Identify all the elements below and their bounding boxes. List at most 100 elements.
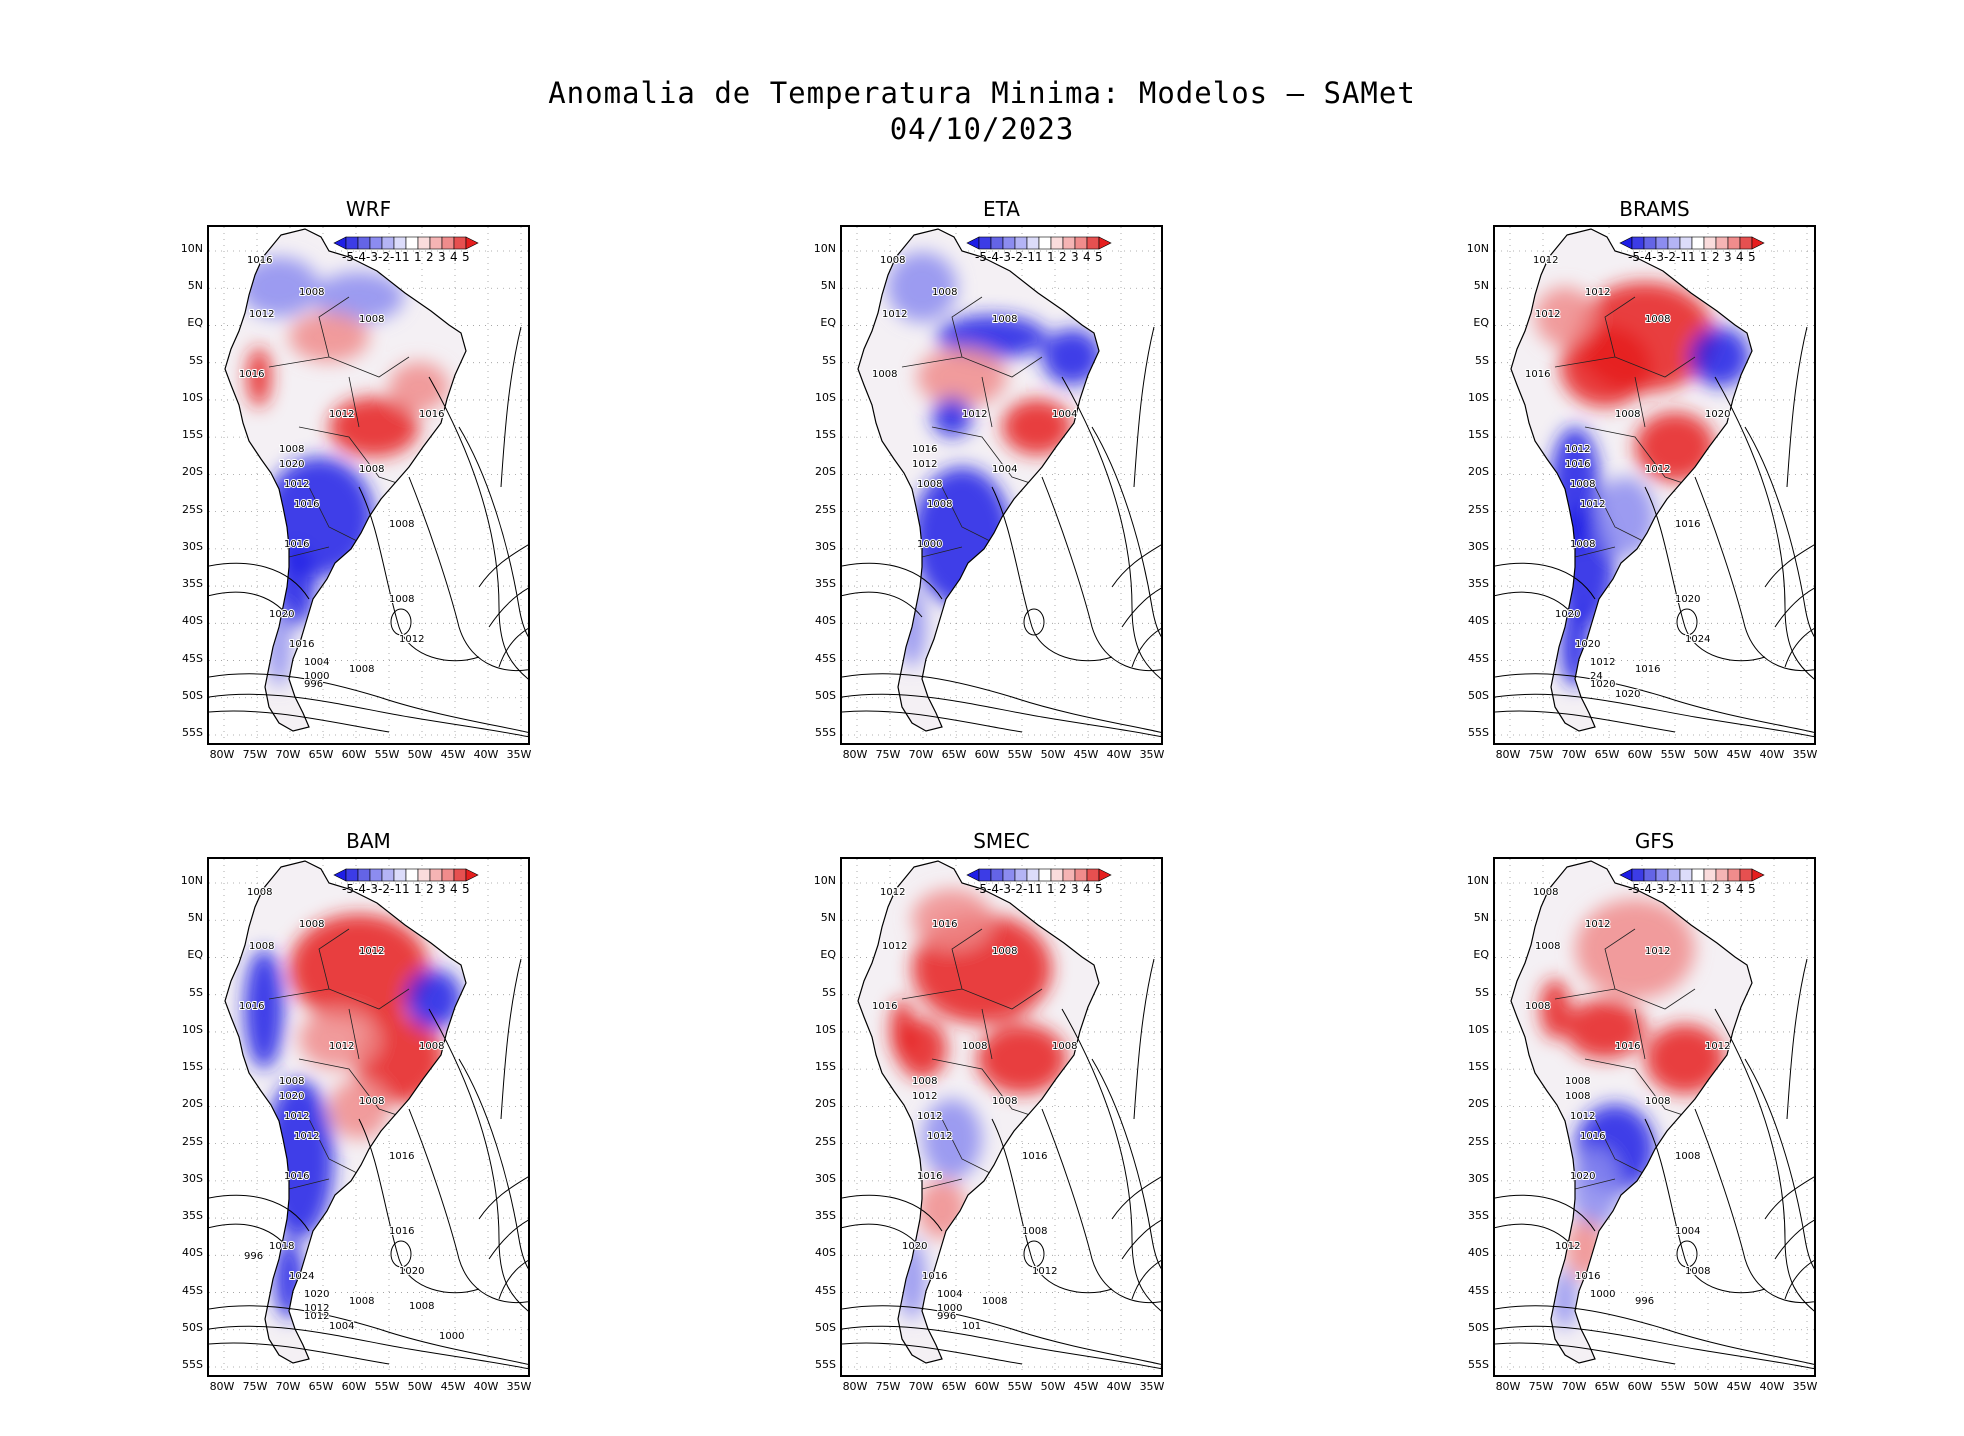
isobar-label: 1000 (304, 671, 329, 682)
isobar-line (358, 486, 480, 662)
colorbar-swatch (1038, 236, 1052, 250)
isobar-line (842, 591, 923, 618)
isobar-label: 1008 (359, 1096, 384, 1107)
colorbar: -5 -4 -3 -2 -1 1 1 2 3 4 5 (1619, 868, 1765, 896)
isobar-label: 1012 (1645, 946, 1670, 957)
colorbar-label: -2 (378, 250, 390, 264)
anomaly-region (314, 272, 404, 322)
lat-tick-label: 45S (182, 1283, 203, 1297)
colorbar-swatch (1026, 868, 1040, 882)
lon-tick-label: 50W (407, 748, 433, 761)
colorbar-label: 3 (438, 250, 446, 264)
lon-tick-label: 75W (242, 1380, 268, 1393)
lon-tick-label: 75W (875, 1380, 901, 1393)
lat-tick-label: 15S (815, 1060, 836, 1074)
colorbar-swatch (1667, 868, 1681, 882)
isobar-label: 1020 (902, 1241, 927, 1252)
isobar-label: 996 (244, 1251, 263, 1262)
isobar-label: 1008 (409, 1301, 434, 1312)
isobar-label: 1004 (937, 1289, 962, 1300)
isobar-label: 1008 (249, 941, 274, 952)
isobar-label: 1016 (284, 1171, 309, 1182)
isobar-line (488, 1219, 528, 1260)
colorbar-swatch (369, 868, 383, 882)
isobar-label: 996 (1635, 1296, 1654, 1307)
isobar-line (209, 1305, 528, 1365)
colorbar-swatch (465, 236, 479, 250)
isobar-label: 1020 (304, 1289, 329, 1300)
isobar-label: 1020 (1555, 609, 1580, 620)
colorbar-label: 2 (1712, 250, 1720, 264)
lon-tick-label: 35W (1139, 1380, 1165, 1393)
colorbar-label: -5 (1628, 250, 1640, 264)
colorbar-swatch (441, 868, 455, 882)
isobar-label: 1016 (239, 1001, 264, 1012)
lat-tick-label: 20S (1468, 465, 1489, 479)
isobar-line (209, 1342, 390, 1365)
colorbar-swatch (1098, 868, 1112, 882)
lon-tick-label: 80W (842, 748, 868, 761)
coastline (224, 228, 467, 732)
isobar-line (1495, 710, 1676, 733)
lat-tick-label: 50S (815, 1320, 836, 1334)
isobar-line (1774, 1219, 1814, 1260)
isobar-line (1676, 608, 1698, 636)
colorbar-label: -1 (1676, 882, 1688, 896)
anomaly-region (977, 1024, 1067, 1094)
isobar-label: 1000 (439, 1331, 464, 1342)
colorbar-swatch (990, 236, 1004, 250)
anomaly-region (917, 347, 1007, 407)
isobar-label: 1012 (882, 941, 907, 952)
lat-tick-label: 25S (815, 502, 836, 516)
colorbar-label: 2 (426, 250, 434, 264)
isobar-line (390, 608, 412, 636)
lat-tick-label: EQ (187, 316, 203, 330)
colorbar-swatch (345, 236, 359, 250)
isobar-label: 1020 (279, 1091, 304, 1102)
colorbar-swatch (1631, 236, 1645, 250)
lon-tick-label: 45W (1726, 1380, 1752, 1393)
lon-tick-label: 50W (1693, 748, 1719, 761)
map-panel-gfs: 1008 1012 1008 1012 1008 1016 1008 1012 1012 1008… (1493, 857, 1816, 1377)
colorbar-label: 4 (1736, 882, 1744, 896)
isobar-label: 1020 (279, 459, 304, 470)
isobar-label: 1008 (247, 887, 272, 898)
isobar-line (1133, 958, 1155, 1120)
isobar-line (209, 1223, 290, 1250)
country-borders (268, 928, 410, 1190)
lon-tick-label: 80W (1495, 1380, 1521, 1393)
lon-tick-label: 40W (1106, 748, 1132, 761)
anomaly-map: 1008 1008 1008 1012 1016 1012 1008 1008 1012 1020… (209, 859, 528, 1375)
isobar-line (1495, 1325, 1814, 1370)
anomaly-region (329, 397, 419, 457)
lat-tick-label: 45S (182, 651, 203, 665)
colorbar-label: 3 (438, 882, 446, 896)
colorbar-swatch (1667, 236, 1681, 250)
isobar-label: 1008 (419, 1041, 444, 1052)
lon-tick-label: 55W (1007, 748, 1033, 761)
isobar-label: 1016 (1575, 1271, 1600, 1282)
isobar-label: 1016 (917, 1171, 942, 1182)
isobar-label: 1016 (294, 499, 319, 510)
colorbar-swatch (1002, 236, 1016, 250)
isobar-label: 1008 (1565, 1076, 1590, 1087)
isobar-line (1786, 326, 1808, 488)
colorbar-swatch (333, 868, 347, 882)
isobar-line (209, 562, 310, 600)
lat-tick-label: 55S (1468, 726, 1489, 739)
colorbar-label: -1 (1023, 250, 1035, 264)
colorbar-label: 5 (1095, 882, 1103, 896)
colorbar-label: -4 (1640, 250, 1652, 264)
lon-tick-label: 75W (875, 748, 901, 761)
isobar-label: 1012 (962, 409, 987, 420)
country-borders (268, 296, 410, 558)
lon-tick-label: 45W (1073, 748, 1099, 761)
lat-tick-label: EQ (1473, 316, 1489, 330)
lat-tick-label: 55S (815, 1358, 836, 1371)
lon-tick-label: 80W (842, 1380, 868, 1393)
colorbar-label: 2 (1059, 882, 1067, 896)
colorbar-label: 1 (402, 882, 410, 896)
lat-tick-label: 5N (187, 279, 203, 293)
isobar-label: 1020 (1570, 1171, 1595, 1182)
isobar-label: 1008 (992, 1096, 1017, 1107)
